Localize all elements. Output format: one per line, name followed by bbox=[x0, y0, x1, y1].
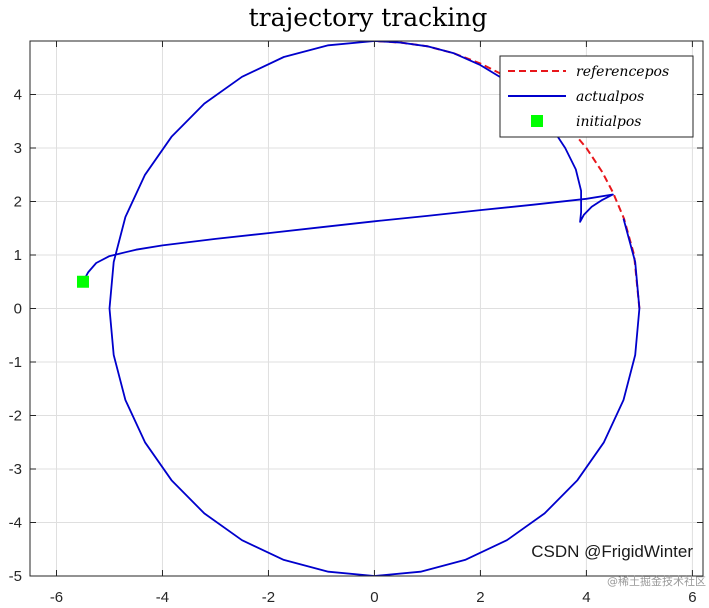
y-tick-label: -5 bbox=[9, 568, 22, 585]
legend-label-referencepos: referencepos bbox=[576, 64, 669, 80]
x-tick-label: -4 bbox=[156, 589, 169, 606]
y-tick-label: -2 bbox=[9, 408, 22, 425]
y-tick-label: -1 bbox=[9, 354, 22, 371]
x-tick-label: 6 bbox=[688, 589, 696, 606]
actualpos-line bbox=[82, 41, 641, 576]
axis-ticks: -6 -4 -2 0 2 4 6 -5 -4 -3 -2 -1 0 1 2 3 4 bbox=[9, 41, 703, 606]
legend-label-initialpos: initialpos bbox=[576, 114, 641, 130]
y-tick-label: 2 bbox=[14, 194, 22, 211]
series-layer bbox=[76, 41, 641, 576]
legend: referencepos actualpos initialpos bbox=[499, 55, 694, 138]
x-tick-label: 2 bbox=[476, 589, 484, 606]
y-tick-label: 3 bbox=[14, 140, 22, 157]
y-tick-label: 0 bbox=[14, 301, 22, 318]
x-tick-label: -6 bbox=[50, 589, 63, 606]
x-tick-label: -2 bbox=[262, 589, 275, 606]
x-tick-label: 0 bbox=[370, 589, 378, 606]
chart-title: trajectory tracking bbox=[249, 3, 488, 32]
y-tick-label: 1 bbox=[14, 247, 22, 264]
y-tick-label: -3 bbox=[9, 461, 22, 478]
y-tick-label: 4 bbox=[14, 87, 22, 104]
legend-swatch-initialpos bbox=[531, 115, 543, 127]
x-tick-label: 4 bbox=[582, 589, 590, 606]
watermark-subtext: @稀土掘金技术社区 bbox=[607, 574, 706, 588]
watermark-text: CSDN @FrigidWinter bbox=[531, 542, 693, 561]
initialpos-marker bbox=[76, 275, 89, 288]
legend-label-actualpos: actualpos bbox=[576, 89, 644, 105]
y-tick-label: -4 bbox=[9, 515, 22, 532]
